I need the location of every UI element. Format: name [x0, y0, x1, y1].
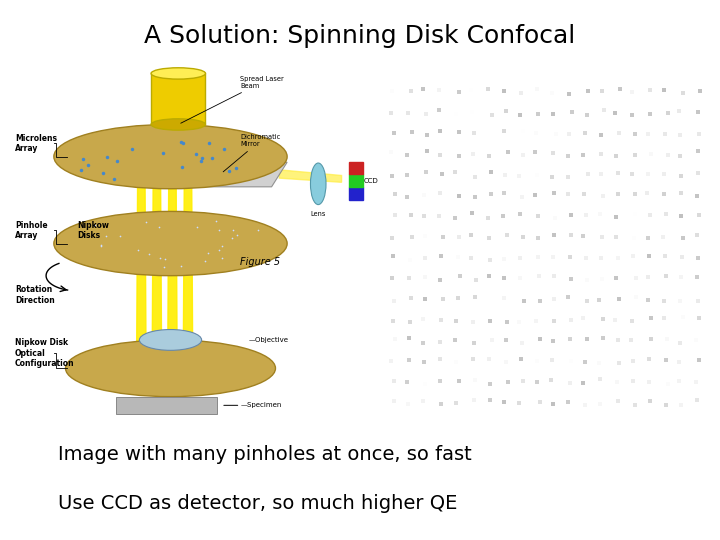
Text: —Objective: —Objective — [248, 337, 288, 343]
Text: Dichromatic
Mirror: Dichromatic Mirror — [223, 134, 281, 172]
Bar — [116, 396, 217, 414]
Ellipse shape — [54, 125, 287, 189]
Text: Pinhole
Array: Pinhole Array — [15, 221, 48, 240]
Bar — [349, 161, 363, 174]
Ellipse shape — [310, 163, 326, 205]
Text: Nipkow
Disks: Nipkow Disks — [77, 221, 109, 240]
Ellipse shape — [66, 340, 276, 396]
Polygon shape — [152, 141, 161, 349]
Polygon shape — [137, 141, 146, 349]
Ellipse shape — [151, 68, 205, 79]
Text: Rotation
Direction: Rotation Direction — [15, 285, 55, 305]
Ellipse shape — [140, 329, 202, 350]
Text: Lens: Lens — [310, 212, 326, 218]
Text: A Solution: Spinning Disk Confocal: A Solution: Spinning Disk Confocal — [145, 24, 575, 48]
Polygon shape — [155, 125, 229, 174]
Text: Nipkow Disk
Optical
Configuration: Nipkow Disk Optical Configuration — [15, 338, 75, 368]
Bar — [151, 73, 205, 125]
Polygon shape — [279, 170, 341, 183]
Text: CCD: CCD — [364, 178, 378, 184]
Text: Use CCD as detector, so much higher QE: Use CCD as detector, so much higher QE — [58, 494, 457, 513]
Bar — [349, 187, 363, 200]
Text: —Specimen: —Specimen — [240, 402, 282, 408]
Ellipse shape — [151, 119, 205, 130]
Bar — [349, 174, 363, 187]
Polygon shape — [168, 141, 177, 349]
Text: Microlens
Array: Microlens Array — [15, 134, 57, 153]
Polygon shape — [171, 162, 287, 187]
Text: Spread Laser
Beam: Spread Laser Beam — [181, 76, 284, 123]
Text: Figure 5: Figure 5 — [240, 258, 281, 267]
Polygon shape — [184, 141, 193, 349]
Text: Image with many pinholes at once, so fast: Image with many pinholes at once, so fas… — [58, 446, 472, 464]
Ellipse shape — [54, 212, 287, 275]
